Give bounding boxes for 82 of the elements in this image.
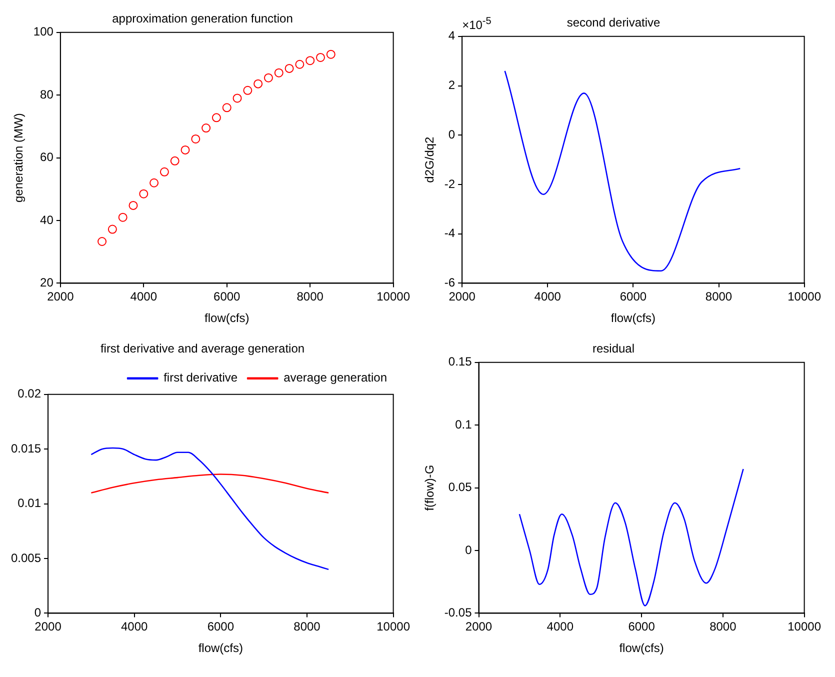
point (98, 237, 107, 246)
x-tick-label: 6000 (628, 620, 656, 634)
point (118, 212, 128, 222)
x-tick-label: 8000 (705, 290, 732, 304)
line-series (518, 468, 744, 606)
y-tick-label: 4 (448, 28, 456, 43)
y-tick-label: 60 (40, 150, 54, 164)
y-tick-label: 0.02 (18, 386, 42, 401)
y-tick-label: 100 (33, 24, 54, 39)
y-tick-label: 2 (448, 78, 456, 92)
x-axis-title: flow(cfs) (619, 641, 664, 656)
x-tick-label: 10000 (788, 290, 822, 304)
y-tick-label: 0.015 (11, 441, 42, 456)
y-axis-title: d2G/dq2 (422, 136, 437, 183)
point (232, 94, 242, 103)
point (222, 103, 232, 112)
y-axis-title: f(flow)-G (422, 464, 437, 511)
x-tick-label: 10000 (788, 620, 822, 634)
point (191, 134, 200, 144)
point (306, 56, 315, 66)
y-tick-label: 0 (34, 606, 42, 620)
y-tick-label: -2 (444, 176, 456, 191)
y-tick-label: -0.05 (444, 606, 472, 620)
x-tick-label: 2000 (34, 620, 62, 634)
point (254, 79, 263, 88)
x-axis-title: flow(cfs) (198, 641, 244, 656)
line-series (90, 474, 330, 494)
x-tick-label: 2000 (448, 290, 476, 304)
point (326, 50, 336, 59)
y-tick-label: 0 (465, 542, 472, 557)
y-tick-label: 0.15 (448, 354, 472, 369)
x-axis-title: flow(cfs) (204, 311, 250, 326)
y-tick-label: 20 (40, 276, 54, 290)
point (243, 86, 252, 95)
x-tick-label: 6000 (620, 290, 647, 304)
x-tick-label: 4000 (546, 620, 574, 634)
y-tick-label: -4 (444, 226, 456, 240)
y-tick-label: 0.05 (448, 480, 472, 494)
point (170, 156, 180, 166)
point (295, 60, 304, 69)
point (274, 68, 284, 78)
chart-title: first derivative and average generation (100, 342, 305, 356)
x-tick-label: 2000 (47, 290, 74, 304)
x-tick-label: 2000 (465, 620, 492, 634)
y-tick-label: 40 (40, 212, 54, 227)
x-tick-label: 6000 (214, 290, 241, 304)
x-tick-label: 8000 (294, 620, 321, 634)
x-tick-label: 8000 (710, 620, 737, 634)
y-tick-label: 0.01 (18, 496, 42, 510)
text: ×10$^{-5}$ (462, 16, 492, 32)
x-tick-label: 4000 (534, 290, 562, 304)
point (284, 64, 294, 73)
line-series (90, 447, 330, 570)
point (316, 52, 325, 62)
chart-title: approximation generation function (112, 12, 293, 26)
y-tick-label: 0.005 (11, 550, 42, 565)
point (160, 167, 169, 176)
chart-title: residual (592, 342, 635, 356)
x-tick-label: 8000 (296, 290, 324, 304)
point (180, 145, 190, 154)
point (202, 124, 211, 133)
point (139, 189, 148, 198)
y-tick-label: 80 (40, 87, 54, 102)
line-series (504, 70, 741, 272)
point (264, 73, 273, 82)
point (212, 113, 221, 122)
point (128, 200, 138, 210)
y-axis-title: generation (MW) (12, 113, 26, 202)
x-tick-label: 10000 (376, 290, 410, 304)
x-tick-label: 10000 (376, 620, 410, 634)
x-tick-label: 4000 (121, 620, 148, 634)
x-tick-label: 6000 (207, 620, 234, 634)
legend-label: average generation (284, 370, 388, 385)
y-tick-label: 0.1 (455, 417, 472, 432)
legend-label: first derivative (164, 370, 238, 385)
y-tick-label: 0 (448, 127, 456, 142)
x-tick-label: 4000 (130, 290, 158, 304)
point (150, 178, 159, 188)
chart-title: second derivative (566, 16, 661, 30)
point (108, 224, 117, 234)
x-axis-title: flow(cfs) (610, 311, 656, 326)
y-tick-label: -6 (444, 276, 456, 290)
